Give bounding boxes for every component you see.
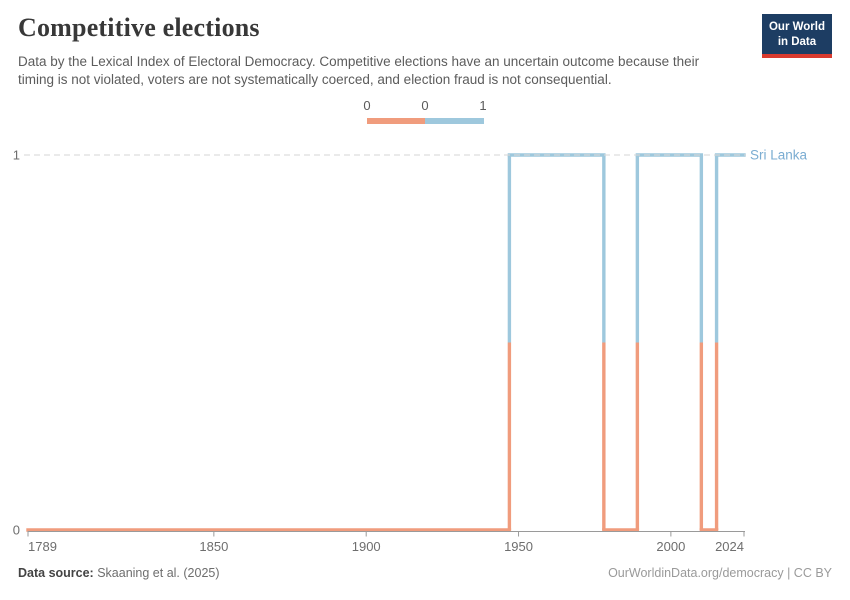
- legend-swatch-zero[interactable]: [367, 118, 425, 124]
- x-tick-label: 1900: [352, 539, 381, 554]
- license-link[interactable]: OurWorldinData.org/democracy | CC BY: [608, 566, 832, 580]
- entity-label-sri-lanka[interactable]: Sri Lanka: [750, 148, 808, 163]
- x-tick-label: 2024: [715, 539, 744, 554]
- legend-label-1: 1: [479, 98, 487, 113]
- x-tick-label: 1950: [504, 539, 533, 554]
- owid-logo-line2: in Data: [777, 35, 817, 48]
- y-tick-label: 1: [13, 148, 20, 163]
- x-tick-label: 1789: [28, 539, 57, 554]
- chart-subtitle: Data by the Lexical Index of Electoral D…: [18, 54, 700, 87]
- x-tick-label: 1850: [199, 539, 228, 554]
- data-source-label: Data source:: [18, 566, 94, 580]
- data-source-note: Data source: Skaaning et al. (2025): [18, 566, 220, 580]
- data-source-value: Skaaning et al. (2025): [93, 566, 220, 580]
- legend-label-0b: 0: [421, 98, 429, 113]
- y-tick-label: 0: [13, 523, 20, 538]
- legend-color-bar[interactable]: [367, 118, 484, 124]
- owid-logo-line1: Our World: [768, 21, 825, 33]
- owid-logo[interactable]: Our World in Data: [761, 14, 832, 59]
- page-title: Competitive elections: [18, 13, 260, 42]
- x-tick-label: 2000: [656, 539, 685, 554]
- legend-swatch-one[interactable]: [425, 118, 484, 124]
- legend-label-0a: 0: [363, 98, 371, 113]
- chart-footer: Data source: Skaaning et al. (2025) OurW…: [18, 566, 832, 580]
